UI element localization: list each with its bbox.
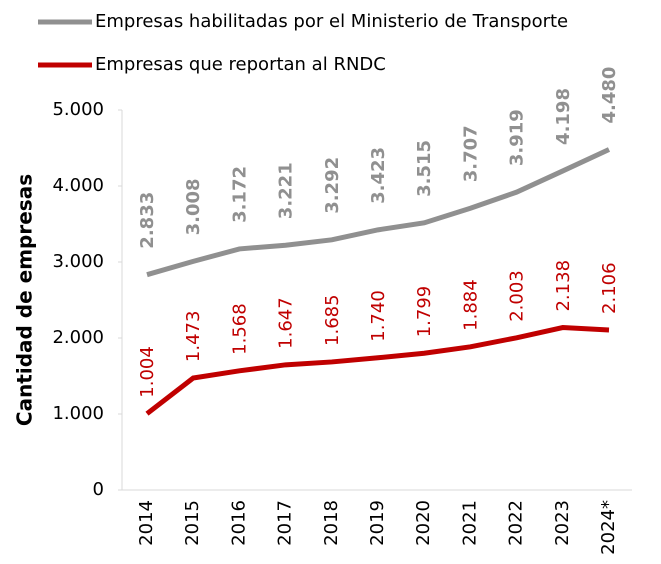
data-label: 1.004 (137, 346, 158, 398)
data-label: 3.423 (368, 147, 389, 204)
data-label: 1.685 (322, 294, 343, 346)
data-label: 1.740 (368, 290, 389, 342)
data-label: 4.480 (599, 67, 620, 124)
y-tick-label: 1.000 (52, 403, 104, 424)
x-tick-label: 2023 (552, 500, 573, 546)
x-tick-label: 2019 (367, 500, 388, 546)
y-tick-label: 0 (93, 479, 104, 500)
data-label: 3.292 (322, 157, 343, 214)
series-line (146, 147, 611, 278)
data-label: 3.172 (229, 166, 250, 223)
x-tick-label: 2014 (136, 500, 157, 546)
x-tick-label: 2017 (275, 500, 296, 546)
data-label: 1.568 (229, 303, 250, 355)
legend-label: Empresas habilitadas por el Ministerio d… (95, 11, 568, 32)
data-label: 2.138 (553, 260, 574, 312)
y-tick-label: 5.000 (52, 99, 104, 120)
x-tick-label: 2021 (459, 500, 480, 546)
data-label: 3.515 (414, 140, 435, 197)
data-label: 2.003 (507, 270, 528, 322)
x-tick-label: 2020 (413, 500, 434, 546)
y-tick-label: 2.000 (52, 327, 104, 348)
x-tick-label: 2024* (598, 500, 619, 555)
data-label: 3.008 (183, 178, 204, 235)
x-tick-label: 2022 (506, 500, 527, 546)
data-label: 1.473 (183, 311, 204, 363)
data-label: 1.884 (460, 279, 481, 331)
data-label: 3.919 (507, 109, 528, 166)
data-label: 3.221 (276, 162, 297, 219)
x-tick-label: 2015 (182, 500, 203, 546)
x-tick-label: 2016 (228, 500, 249, 546)
data-label: 2.106 (599, 262, 620, 314)
data-label: 1.799 (414, 286, 435, 338)
legend-label: Empresas que reportan al RNDC (95, 54, 386, 75)
y-axis-label: Cantidad de empresas (13, 174, 37, 426)
y-tick-label: 4.000 (52, 175, 104, 196)
series-line (145, 324, 610, 416)
y-tick-label: 3.000 (52, 251, 104, 272)
data-label: 3.707 (460, 125, 481, 182)
data-label: 4.198 (553, 88, 574, 145)
data-label: 2.833 (137, 192, 158, 249)
x-tick-label: 2018 (321, 500, 342, 546)
data-label: 1.647 (276, 297, 297, 349)
